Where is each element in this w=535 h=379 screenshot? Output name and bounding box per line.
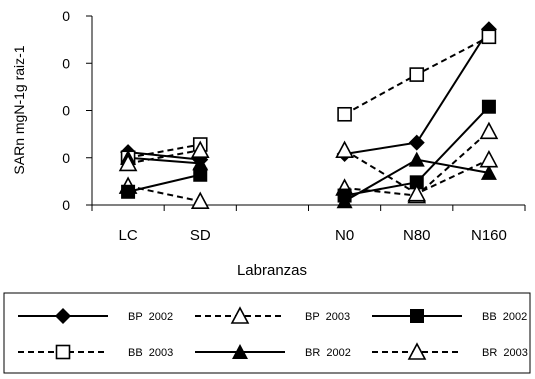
marker-shape (55, 308, 71, 324)
y-tick-label: 0 (62, 103, 70, 119)
marker-shape (408, 151, 425, 167)
marker-shape (121, 184, 136, 199)
legend-item: BB 2002 (372, 309, 527, 323)
y-tick-label: 0 (62, 55, 70, 71)
y-axis-label: SARn mgN-1g raiz-1 (11, 45, 27, 174)
legend-marker (230, 306, 250, 324)
marker-shape (230, 306, 250, 324)
series-line (128, 156, 201, 165)
marker-shape (190, 191, 210, 210)
x-tick-label: N160 (471, 227, 507, 244)
legend-item: BR 2003 (372, 342, 528, 360)
marker-shape (479, 121, 499, 140)
series-line (127, 151, 201, 161)
marker-shape (407, 183, 427, 202)
legend-label: BP 2003 (305, 311, 350, 323)
data-point (336, 193, 353, 209)
marker-shape (335, 140, 354, 158)
data-point (190, 191, 210, 210)
marker-shape (190, 140, 210, 158)
marker-shape (408, 134, 425, 151)
data-point (335, 140, 354, 158)
marker-shape (410, 309, 424, 323)
legend-label: BB 2002 (482, 311, 527, 323)
marker-shape (336, 193, 353, 209)
data-point (409, 175, 424, 190)
data-point (192, 155, 209, 171)
marker-shape (481, 99, 496, 114)
legend-marker (55, 308, 71, 324)
data-point (407, 183, 427, 202)
legend-marker (55, 344, 71, 360)
data-point (408, 134, 425, 151)
marker-shape (118, 153, 138, 172)
data-point (121, 184, 136, 199)
marker-shape (337, 106, 352, 122)
marker-shape (481, 29, 497, 45)
x-tick-label: SD (190, 227, 211, 244)
data-point (479, 149, 499, 168)
y-tick-label: 0 (62, 197, 70, 213)
x-axis-label: Labranzas (237, 262, 307, 279)
marker-shape (232, 344, 248, 359)
y-tick-label: 0 (62, 150, 70, 166)
legend-marker (232, 344, 248, 359)
marker-shape (55, 344, 71, 360)
legend-marker (410, 309, 424, 323)
legend-label: BB 2003 (128, 347, 173, 359)
legend-item: BB 2003 (18, 344, 173, 360)
legend-item: BP 2003 (195, 306, 350, 324)
plot-area: 0 0 0 0 0 LC SD N0 N80 N160 (62, 8, 526, 244)
x-tick-label: N0 (335, 227, 354, 244)
marker-shape (407, 342, 427, 360)
data-point (118, 153, 138, 172)
legend-label: BR 2003 (482, 347, 528, 359)
legend-item: BP 2002 (18, 308, 173, 324)
data-point (409, 67, 425, 82)
series-line (127, 173, 201, 193)
data-point (479, 121, 499, 140)
y-tick-label: 0 (62, 8, 70, 24)
x-tick-label: N80 (403, 227, 431, 244)
marker-shape (479, 149, 499, 168)
legend-box (3, 292, 531, 374)
marker-shape (192, 155, 209, 171)
series-line (127, 143, 201, 159)
series-line (127, 149, 201, 165)
marker-shape (193, 167, 208, 182)
data-point (480, 164, 497, 180)
marker-shape (409, 175, 424, 190)
legend-label: BP 2002 (128, 311, 173, 323)
data-point (481, 99, 496, 114)
data-point (408, 151, 425, 167)
data-point (193, 167, 208, 182)
legend: BP 2002 BP 2003 BB 2002 BB 2003 BR 2002 BR 20… (18, 306, 528, 360)
marker-shape (480, 164, 497, 180)
marker-shape (409, 67, 425, 82)
data-point (337, 106, 352, 122)
legend-label: BR 2002 (305, 347, 351, 359)
data-point (481, 29, 497, 45)
data-point (190, 140, 210, 158)
x-tick-label: LC (118, 227, 137, 244)
legend-marker (407, 342, 427, 360)
legend-item: BR 2002 (195, 344, 351, 359)
